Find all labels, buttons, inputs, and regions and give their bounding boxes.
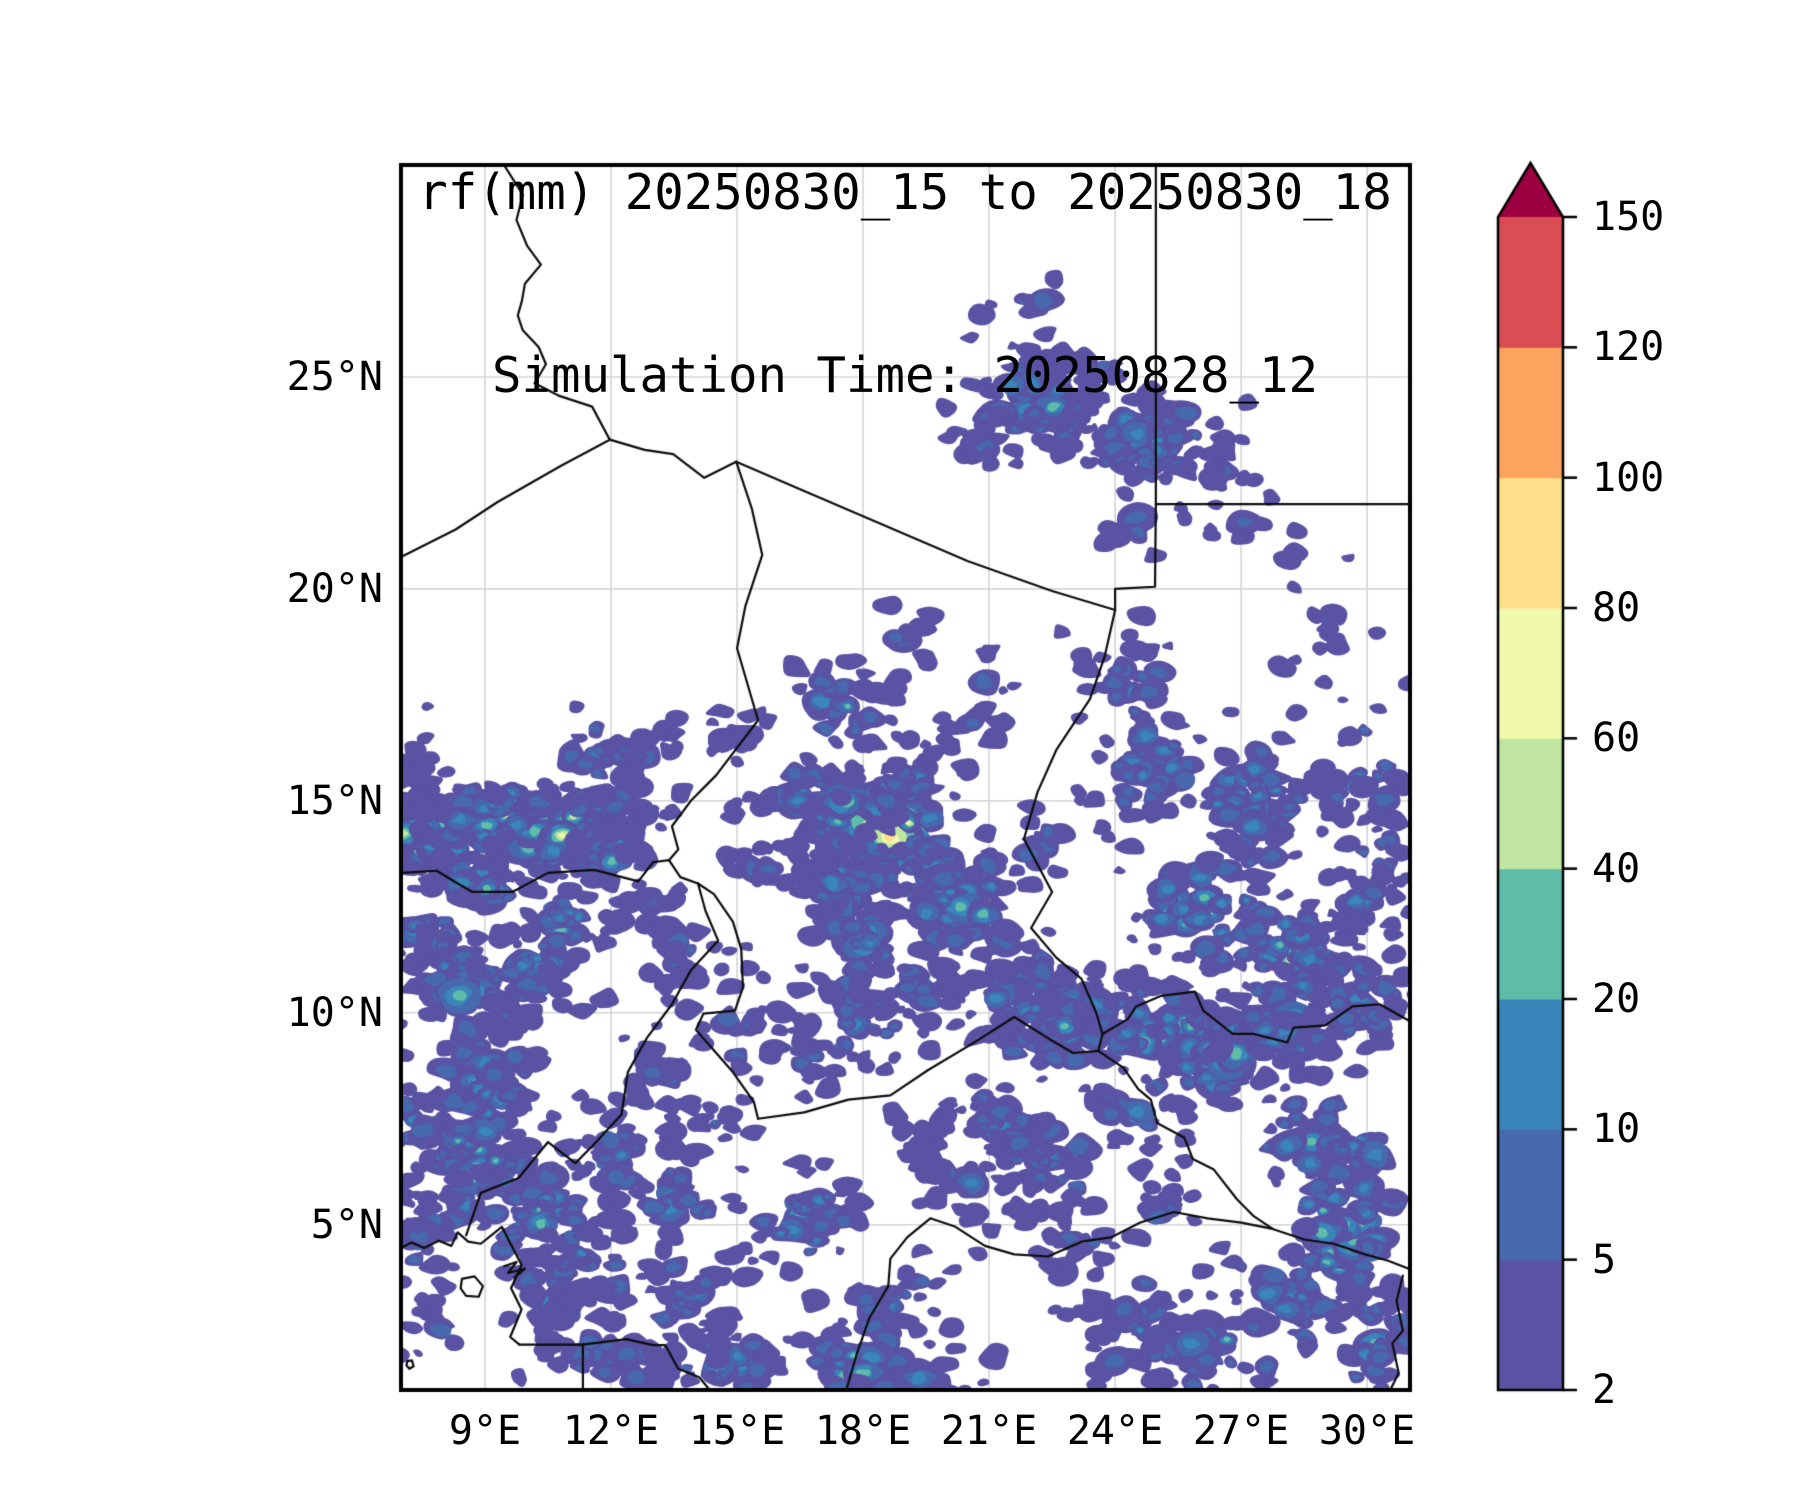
- colorbar-tick-label: 10: [1592, 1106, 1641, 1152]
- x-tick-label: 27°E: [1192, 1408, 1290, 1454]
- y-tick-label: 25°N: [286, 354, 383, 400]
- colorbar-tick-label: 20: [1592, 976, 1641, 1022]
- colorbar-tick-label: 40: [1592, 846, 1641, 892]
- x-tick-label: 30°E: [1318, 1408, 1416, 1454]
- y-tick-label: 15°N: [286, 778, 383, 824]
- x-tick-label: 15°E: [688, 1408, 786, 1454]
- colorbar-tick-label: 80: [1592, 585, 1641, 631]
- y-tick-label: 5°N: [310, 1202, 383, 1248]
- chart-title: rf(mm) 20250830_15 to 20250830_18 Simula…: [418, 40, 1392, 528]
- y-tick-label: 10°N: [286, 990, 383, 1036]
- colorbar-tick-label: 60: [1592, 715, 1641, 761]
- x-tick-label: 24°E: [1066, 1408, 1164, 1454]
- colorbar-tick-label: 5: [1592, 1237, 1617, 1283]
- x-tick-label: 12°E: [562, 1408, 660, 1454]
- x-tick-label: 18°E: [814, 1408, 912, 1454]
- x-tick-label: 9°E: [448, 1408, 522, 1454]
- colorbar-tick-label: 120: [1592, 324, 1665, 370]
- colorbar-tick-label: 100: [1592, 455, 1665, 501]
- colorbar-tick-label: 150: [1592, 194, 1665, 240]
- chart-title-line1: rf(mm) 20250830_15 to 20250830_18: [418, 164, 1392, 221]
- colorbar-tick-label: 2: [1592, 1367, 1617, 1413]
- y-tick-label: 20°N: [286, 566, 383, 612]
- x-tick-label: 21°E: [940, 1408, 1038, 1454]
- chart-title-line2: Simulation Time: 20250828_12: [491, 347, 1318, 404]
